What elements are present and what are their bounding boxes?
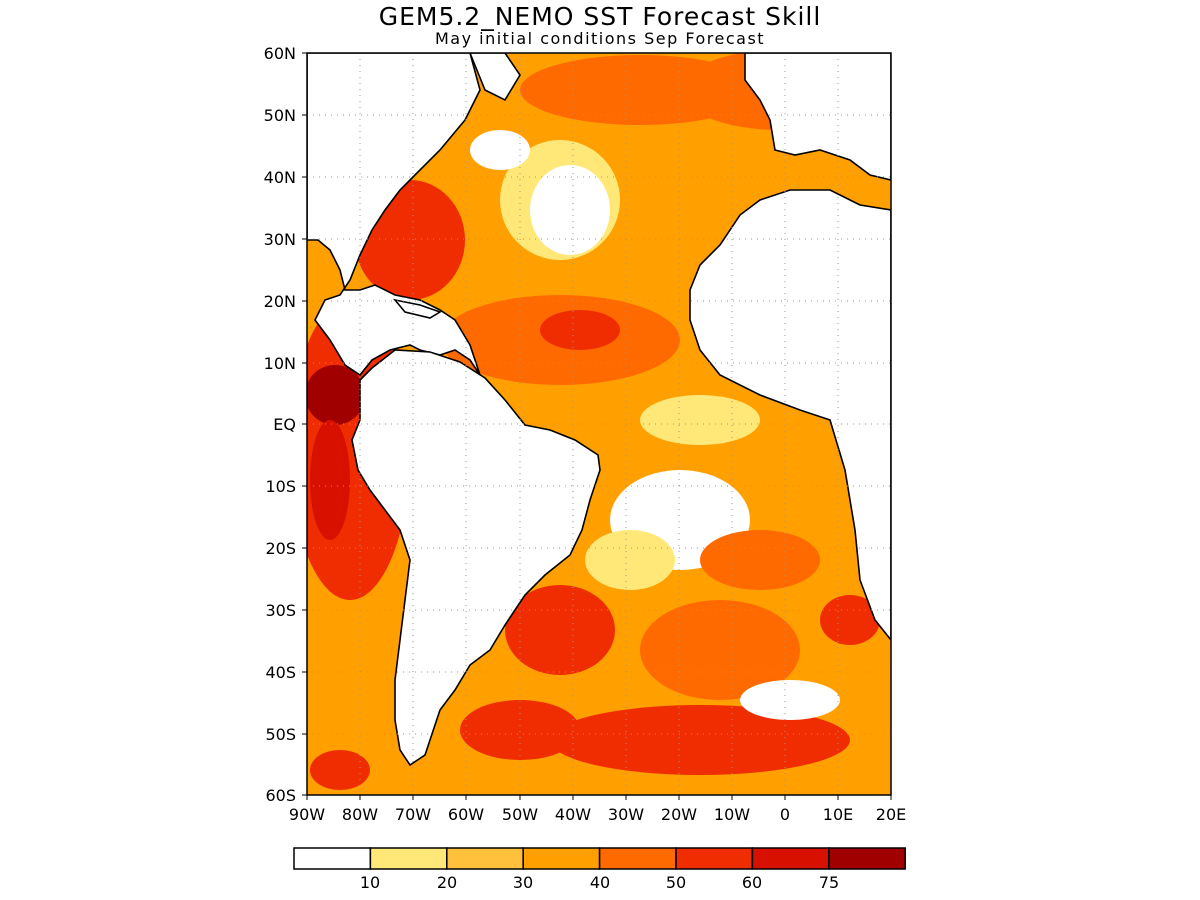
y-label-60n: 60N bbox=[263, 44, 296, 63]
x-label-0: 0 bbox=[779, 805, 791, 824]
x-label-10w: 10W bbox=[713, 805, 751, 824]
ticks bbox=[302, 52, 892, 800]
x-label-10e: 10E bbox=[822, 805, 854, 824]
y-label-30n: 30N bbox=[263, 230, 296, 249]
colorbar-box-4 bbox=[598, 847, 677, 870]
north-america bbox=[307, 53, 481, 377]
y-label-10s: 10S bbox=[265, 477, 296, 496]
colorbar bbox=[293, 847, 906, 870]
grid bbox=[307, 53, 891, 795]
y-label-60s: 60S bbox=[265, 786, 296, 805]
chart-title: GEM5.2_NEMO SST Forecast Skill bbox=[378, 2, 822, 31]
africa bbox=[689, 189, 891, 642]
y-label-eq: EQ bbox=[273, 415, 296, 434]
land bbox=[307, 53, 891, 767]
colorbar-label-10: 10 bbox=[359, 873, 381, 892]
greenland-tip bbox=[469, 53, 521, 102]
x-label-90w: 90W bbox=[288, 805, 326, 824]
caribbean-islands bbox=[392, 298, 442, 319]
colorbar-box-3 bbox=[522, 847, 601, 870]
x-label-70w: 70W bbox=[394, 805, 432, 824]
colorbar-label-60: 60 bbox=[741, 873, 763, 892]
x-label-50w: 50W bbox=[501, 805, 539, 824]
colorbar-box-7 bbox=[828, 847, 906, 870]
y-label-20s: 20S bbox=[265, 539, 296, 558]
y-label-20n: 20N bbox=[263, 292, 296, 311]
europe bbox=[744, 53, 891, 181]
colorbar-label-75: 75 bbox=[818, 873, 840, 892]
colorbar-box-6 bbox=[751, 847, 830, 870]
colorbar-box-5 bbox=[675, 847, 754, 870]
y-label-10n: 10N bbox=[263, 354, 296, 373]
colorbar-label-40: 40 bbox=[589, 873, 611, 892]
colorbar-box-1 bbox=[369, 847, 448, 870]
y-label-50s: 50S bbox=[265, 725, 296, 744]
colorbar-label-20: 20 bbox=[436, 873, 458, 892]
chart-subtitle: May initial conditions Sep Forecast bbox=[434, 29, 766, 48]
colorbar-label-30: 30 bbox=[512, 873, 534, 892]
colorbar-box-2 bbox=[446, 847, 524, 870]
skill-field bbox=[307, 53, 880, 790]
colorbar-box-0 bbox=[293, 847, 372, 870]
y-label-50n: 50N bbox=[263, 106, 296, 125]
x-label-30w: 30W bbox=[607, 805, 645, 824]
x-label-60w: 60W bbox=[447, 805, 485, 824]
x-label-20w: 20W bbox=[660, 805, 698, 824]
y-label-40s: 40S bbox=[265, 663, 296, 682]
colorbar-label-50: 50 bbox=[665, 873, 687, 892]
map-area bbox=[307, 53, 891, 795]
x-label-20e: 20E bbox=[875, 805, 907, 824]
y-label-30s: 30S bbox=[265, 601, 296, 620]
y-label-40n: 40N bbox=[263, 168, 296, 187]
x-label-40w: 40W bbox=[554, 805, 592, 824]
x-label-80w: 80W bbox=[341, 805, 379, 824]
south-america bbox=[351, 349, 601, 767]
